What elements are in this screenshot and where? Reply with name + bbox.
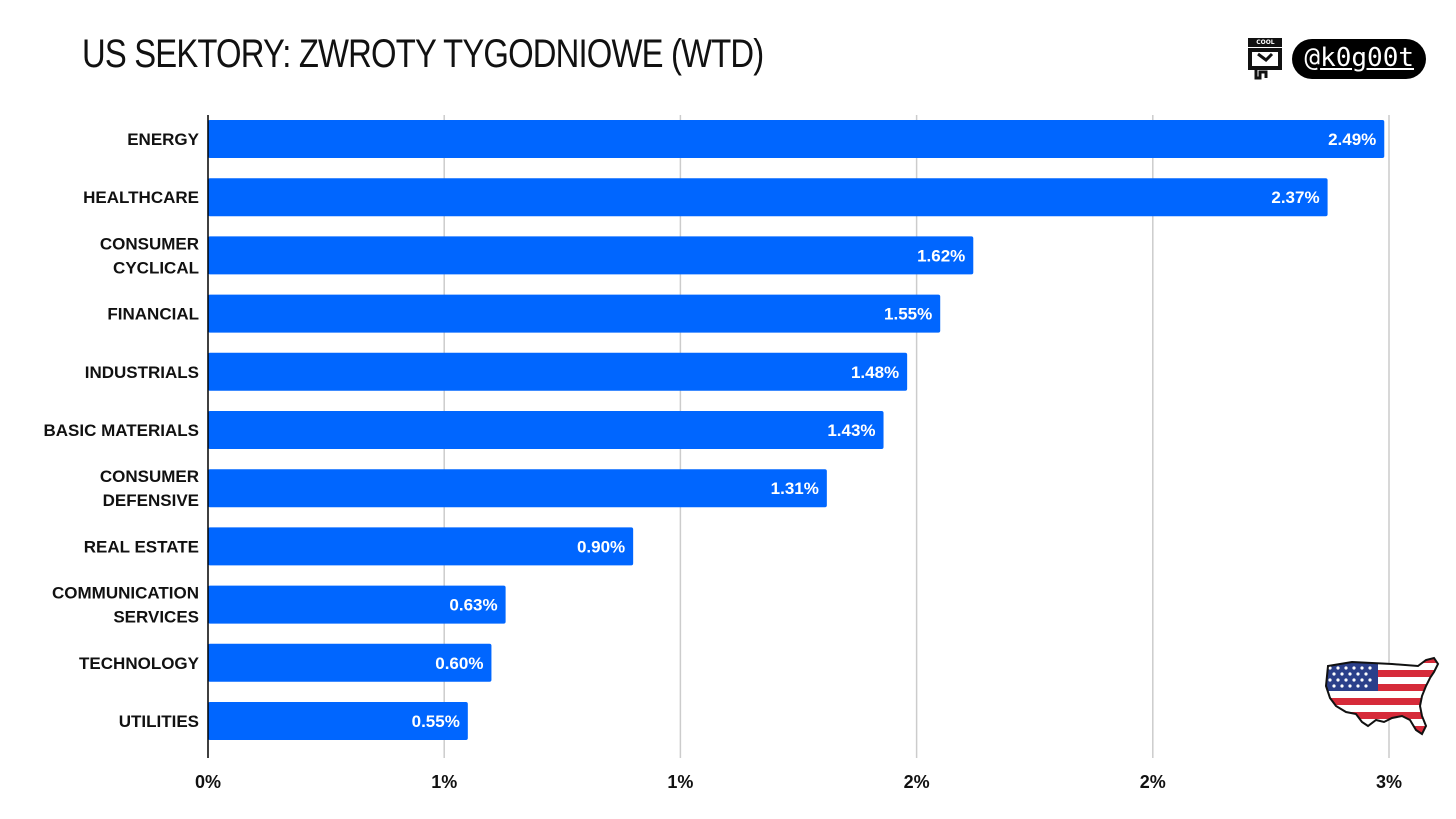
category-label: UTILITIES [119,712,199,731]
category-label: ENERGY [127,130,199,149]
category-label: BASIC MATERIALS [43,421,199,440]
x-tick-label: 2% [904,772,930,792]
data-label: 1.31% [771,479,819,498]
data-label: 0.63% [449,596,497,615]
bar [208,178,1328,217]
category-label: CONSUMER [100,467,199,486]
x-tick-label: 2% [1140,772,1166,792]
data-label: 2.49% [1328,130,1376,149]
x-tick-label: 1% [431,772,457,792]
bar [208,294,941,333]
bar [208,411,884,449]
bar [208,469,827,508]
cool-guys-logo-icon: COOL GUYS [1248,38,1284,80]
bar [208,702,468,740]
social-handle[interactable]: @k0g00t [1292,39,1426,79]
data-label: 0.60% [435,654,483,673]
data-label: 1.48% [851,363,899,382]
brand-badge: COOL GUYS @k0g00t [1248,38,1426,80]
page-title: US SEKTORY: ZWROTY TYGODNIOWE (WTD) [82,32,764,76]
category-label: INDUSTRIALS [85,363,199,382]
bar [208,352,908,391]
category-label: HEALTHCARE [83,188,199,207]
data-label: 0.90% [577,537,625,556]
x-tick-label: 1% [667,772,693,792]
data-label: 2.37% [1271,188,1319,207]
category-label: TECHNOLOGY [79,654,200,673]
category-label: CYCLICAL [113,258,199,277]
bar [208,120,1385,158]
category-label: FINANCIAL [107,305,199,324]
bar [208,585,506,624]
data-label: 1.62% [917,246,965,265]
category-label: COMMUNICATION [52,584,199,603]
bar [208,643,492,682]
data-label: 1.55% [884,305,932,324]
category-label: SERVICES [113,608,199,627]
handle-prefix: @ [1304,43,1321,73]
data-label: 1.43% [827,421,875,440]
data-label: 0.55% [412,712,460,731]
x-tick-label: 3% [1376,772,1402,792]
handle-name: k0g00t [1320,43,1414,73]
bar [208,527,634,566]
category-label: DEFENSIVE [103,491,199,510]
us-flag-map-icon [1324,656,1440,736]
bar [208,236,974,275]
category-label: REAL ESTATE [84,537,199,556]
category-label: CONSUMER [100,234,199,253]
x-tick-label: 0% [195,772,221,792]
